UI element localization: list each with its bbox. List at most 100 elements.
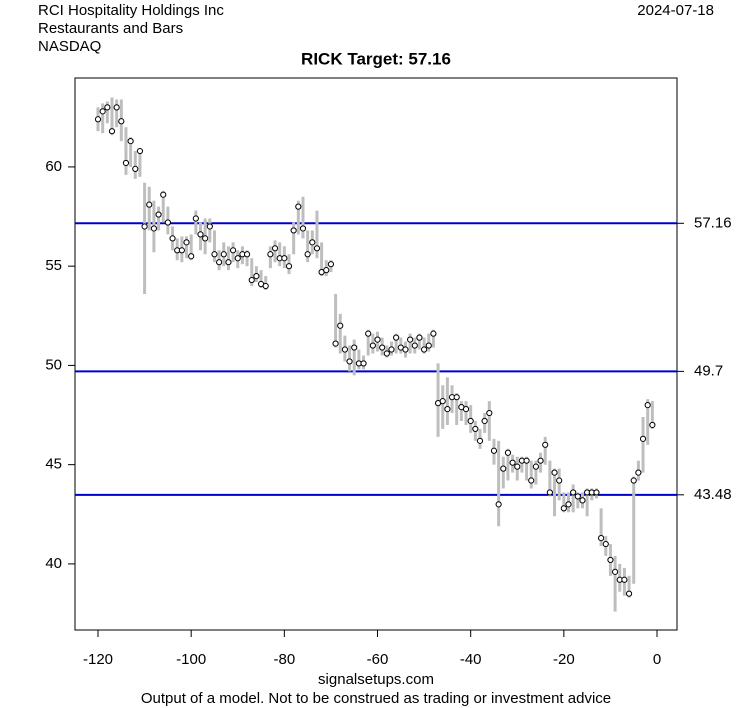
close-point	[509, 459, 516, 466]
close-point	[169, 235, 176, 242]
close-point	[150, 225, 158, 232]
close-point	[383, 350, 390, 357]
close-point	[132, 165, 139, 173]
x-tick-label: -60	[367, 651, 389, 668]
x-tick-label: -100	[176, 651, 206, 668]
close-point	[393, 334, 400, 341]
close-point	[281, 255, 288, 262]
close-point	[635, 469, 642, 476]
close-point	[267, 251, 274, 258]
close-point	[341, 346, 349, 353]
close-point	[537, 457, 544, 464]
y-tick-label: 55	[45, 257, 62, 274]
close-point	[122, 159, 130, 167]
close-point	[630, 477, 637, 484]
close-point	[565, 501, 572, 508]
close-point	[420, 346, 428, 353]
y-tick-label: 40	[45, 555, 62, 572]
close-point	[351, 344, 358, 351]
close-point	[402, 346, 409, 353]
close-point	[593, 489, 600, 496]
close-point	[388, 346, 395, 353]
close-point	[299, 225, 307, 232]
exchange: NASDAQ	[38, 38, 101, 55]
close-point	[602, 540, 609, 548]
close-point	[202, 235, 209, 242]
close-point	[206, 223, 213, 230]
close-point	[230, 247, 237, 254]
close-point	[374, 336, 381, 343]
close-point	[546, 489, 553, 496]
close-point	[136, 147, 144, 155]
close-point	[197, 231, 204, 238]
close-point	[160, 191, 167, 198]
industry: Restaurants and Bars	[38, 20, 183, 37]
site: signalsetups.com	[318, 671, 434, 688]
y-tick-label: 45	[45, 456, 62, 473]
close-point	[220, 251, 227, 258]
close-point	[379, 344, 386, 351]
close-point	[225, 259, 232, 266]
target-label: 57.16	[694, 214, 732, 231]
close-point	[453, 394, 460, 401]
y-tick-label: 50	[45, 356, 62, 373]
close-point	[155, 211, 162, 218]
company: RCI Hospitality Holdings Inc	[38, 2, 224, 19]
close-point	[542, 441, 549, 448]
close-point	[295, 203, 302, 210]
close-point	[462, 405, 470, 413]
close-point	[164, 219, 171, 226]
close-point	[625, 590, 633, 597]
close-point	[253, 272, 260, 280]
close-point	[481, 417, 488, 425]
close-point	[528, 477, 535, 484]
close-point	[271, 245, 279, 252]
close-point	[570, 489, 577, 496]
close-point	[467, 417, 474, 425]
close-point	[621, 576, 628, 583]
close-point	[285, 263, 293, 270]
close-point	[188, 253, 195, 260]
close-point	[365, 330, 372, 337]
close-point	[472, 425, 479, 433]
close-point	[94, 116, 102, 123]
close-point	[407, 336, 414, 343]
close-point	[192, 215, 199, 222]
x-tick-label: -80	[274, 651, 296, 668]
close-point	[127, 138, 134, 145]
close-point	[523, 457, 530, 464]
close-point	[514, 463, 521, 470]
close-point	[411, 342, 418, 349]
close-point	[598, 534, 605, 542]
x-tick-label: 0	[653, 651, 661, 668]
close-point	[444, 405, 451, 413]
close-point	[183, 239, 190, 246]
close-point	[323, 267, 330, 274]
close-point	[560, 505, 567, 512]
close-point	[108, 128, 116, 135]
close-point	[313, 245, 321, 252]
date: 2024-07-18	[637, 2, 714, 19]
close-point	[439, 398, 446, 405]
target-label: 49.7	[694, 362, 723, 379]
close-point	[290, 227, 297, 234]
close-point	[649, 421, 656, 429]
close-point	[495, 501, 502, 508]
close-point	[104, 104, 111, 111]
close-point	[141, 223, 148, 230]
close-point	[639, 435, 647, 442]
close-point	[490, 447, 498, 454]
close-point	[556, 477, 563, 484]
close-point	[500, 465, 507, 472]
close-point	[262, 282, 269, 290]
close-point	[644, 402, 651, 409]
close-point	[504, 449, 512, 456]
target-label: 43.48	[694, 486, 732, 503]
x-tick-label: -40	[460, 651, 482, 668]
close-point	[216, 259, 223, 266]
close-point	[551, 469, 558, 476]
close-point	[579, 497, 586, 504]
close-point	[327, 261, 335, 268]
